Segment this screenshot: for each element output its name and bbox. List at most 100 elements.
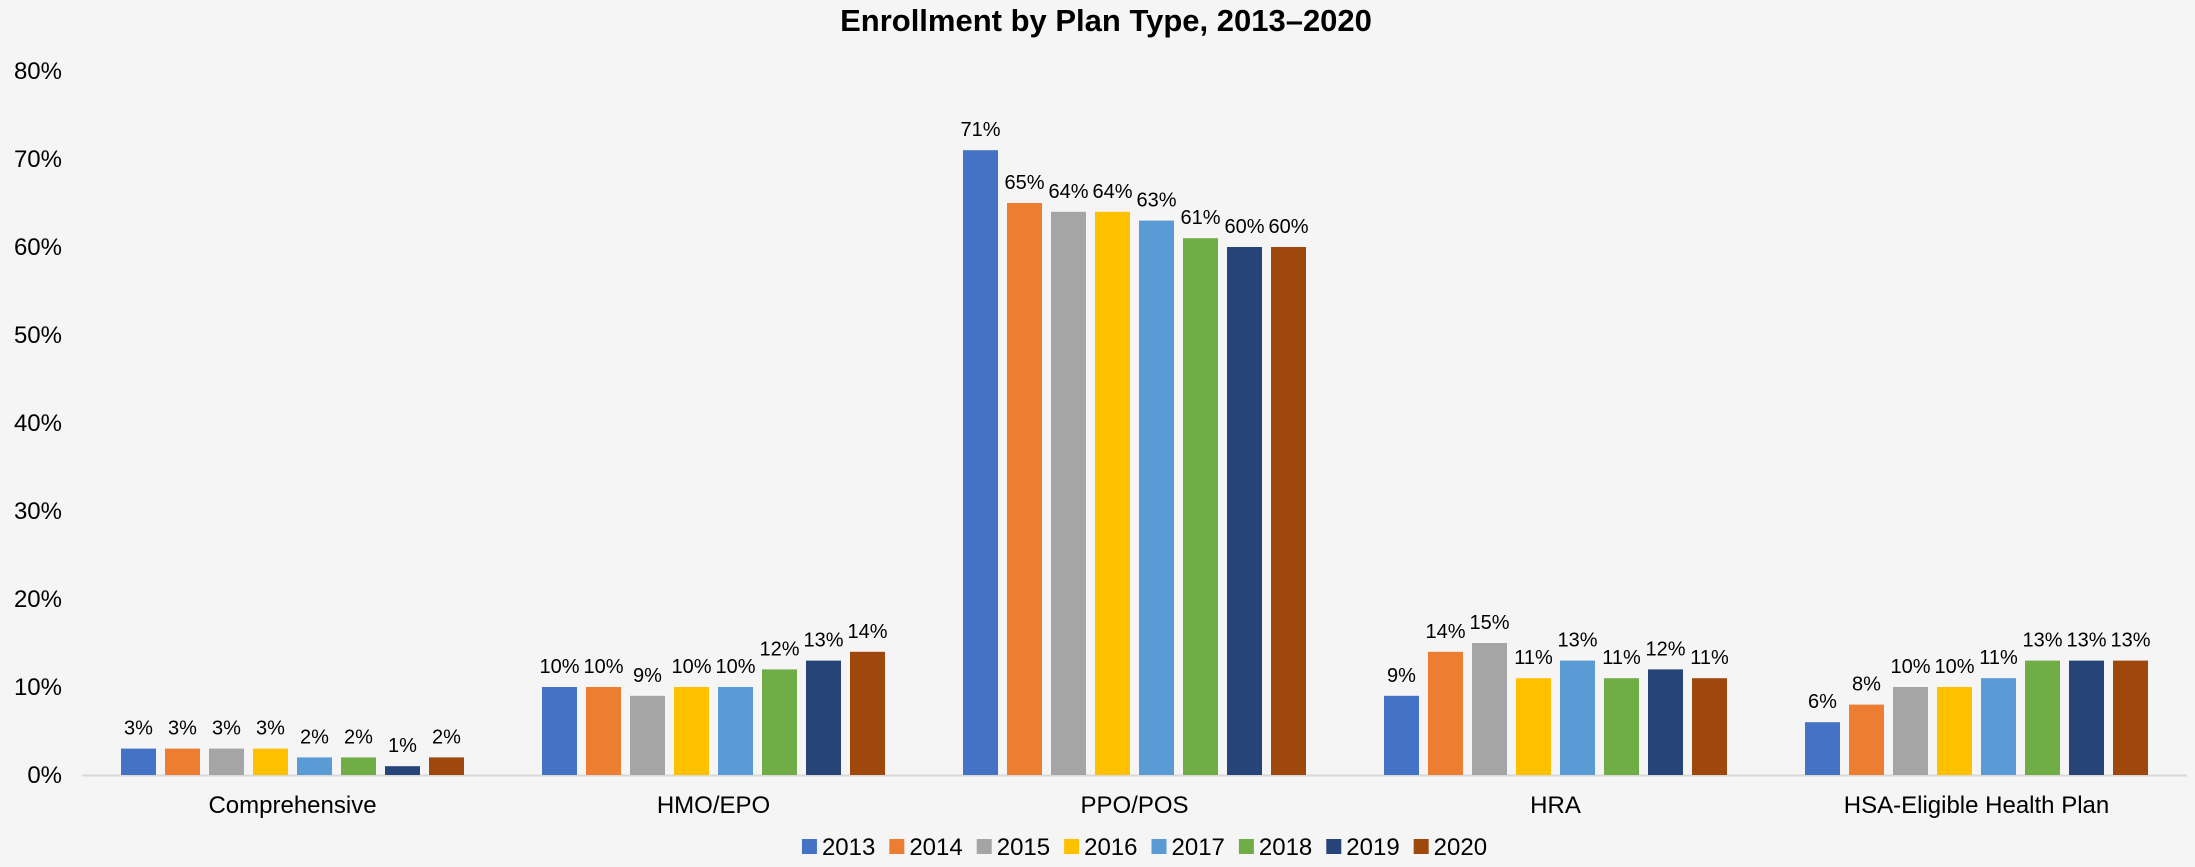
data-label: 10% — [539, 656, 579, 678]
data-label: 14% — [847, 621, 887, 643]
legend-item-2014: 2014 — [889, 834, 963, 861]
data-label: 3% — [124, 718, 153, 740]
data-label: 11% — [1690, 647, 1729, 669]
data-label: 60% — [1224, 216, 1264, 238]
y-tick-label: 70% — [14, 146, 62, 173]
bar-2018 — [341, 757, 376, 775]
legend-item-2013: 2013 — [801, 834, 875, 861]
bar-2014 — [1428, 651, 1463, 775]
data-label: 2% — [300, 726, 329, 748]
bar-2015 — [1472, 643, 1507, 775]
data-label: 10% — [1890, 656, 1930, 678]
y-tick-label: 40% — [14, 410, 62, 437]
bar-2020 — [1692, 678, 1727, 775]
data-label: 9% — [633, 665, 662, 687]
bar-2014 — [165, 748, 200, 775]
bar-2015 — [1051, 211, 1086, 776]
bar-2014 — [1849, 704, 1884, 775]
y-tick-label: 0% — [27, 762, 62, 789]
legend-label: 2014 — [909, 834, 962, 861]
data-label: 10% — [1934, 656, 1974, 678]
data-label: 12% — [1645, 638, 1685, 660]
data-label: 10% — [715, 656, 755, 678]
bar-2013 — [542, 687, 577, 775]
data-label: 63% — [1136, 190, 1176, 212]
x-tick-label: HMO/EPO — [657, 792, 770, 819]
legend-swatch — [1326, 839, 1342, 854]
data-label: 3% — [168, 718, 197, 740]
legend-label: 2018 — [1259, 834, 1312, 861]
data-label: 10% — [583, 656, 623, 678]
legend-item-2018: 2018 — [1238, 834, 1312, 861]
legend-label: 2016 — [1084, 834, 1137, 861]
bar-2018 — [762, 669, 797, 775]
data-label: 65% — [1004, 172, 1044, 194]
data-label: 13% — [1557, 630, 1597, 652]
x-axis: Comprehensive HMO/EPO PPO/POS HRA HSA-Eligib… — [208, 792, 2109, 819]
data-label: 11% — [1602, 647, 1641, 669]
legend-item-2019: 2019 — [1326, 834, 1400, 861]
data-label: 2% — [344, 726, 373, 748]
legend-item-2015: 2015 — [976, 834, 1050, 861]
bar-2017 — [1560, 660, 1595, 775]
bar-2014 — [586, 687, 621, 775]
bar-2018 — [1604, 678, 1639, 775]
x-tick-label: HSA-Eligible Health Plan — [1844, 792, 2109, 819]
bar-2019 — [2069, 660, 2104, 775]
y-tick-label: 30% — [14, 498, 62, 525]
bar-2018 — [2025, 660, 2060, 775]
legend-item-2020: 2020 — [1413, 834, 1487, 861]
legend-swatch — [1238, 839, 1254, 854]
bar-2020 — [2113, 660, 2148, 775]
bar-2016 — [1516, 678, 1551, 775]
data-label: 64% — [1092, 181, 1132, 203]
bar-2015 — [1893, 687, 1928, 775]
legend: 2013 2014 2015 2016 2017 2018 2019 2020 — [801, 834, 1487, 861]
bar-2019 — [385, 766, 420, 775]
data-label: 60% — [1268, 216, 1308, 238]
y-tick-label: 80% — [14, 58, 62, 85]
legend-swatch — [1064, 839, 1080, 854]
data-label: 1% — [388, 735, 417, 757]
legend-label: 2019 — [1346, 834, 1399, 861]
legend-label: 2015 — [997, 834, 1050, 861]
bar-2013 — [1384, 695, 1419, 775]
data-label: 13% — [803, 630, 843, 652]
bar-2017 — [718, 687, 753, 775]
data-label: 13% — [2066, 630, 2106, 652]
bar-2015 — [630, 695, 665, 775]
bar-2019 — [1227, 247, 1262, 775]
bar-2020 — [429, 757, 464, 775]
bar-2016 — [1937, 687, 1972, 775]
data-label: 61% — [1180, 207, 1220, 229]
data-label: 64% — [1048, 181, 1088, 203]
data-label: 11% — [1979, 647, 2018, 669]
bar-2016 — [253, 748, 288, 775]
data-label: 12% — [759, 638, 799, 660]
y-tick-label: 60% — [14, 234, 62, 261]
legend-swatch — [801, 839, 817, 854]
legend-swatch — [1413, 839, 1429, 854]
bar-2017 — [1981, 678, 2016, 775]
bar-2016 — [674, 687, 709, 775]
y-tick-label: 20% — [14, 586, 62, 613]
legend-swatch — [889, 839, 905, 854]
y-tick-label: 10% — [14, 674, 62, 701]
legend-swatch — [976, 839, 992, 854]
data-label: 71% — [960, 119, 1000, 141]
bar-2018 — [1183, 238, 1218, 775]
data-label: 9% — [1387, 665, 1416, 687]
bar-2019 — [1648, 669, 1683, 775]
data-label: 15% — [1469, 612, 1509, 634]
legend-label: 2020 — [1434, 834, 1487, 861]
bar-2014 — [1007, 203, 1042, 775]
x-tick-label: HRA — [1530, 792, 1581, 819]
legend-item-2017: 2017 — [1151, 834, 1225, 861]
chart-title: Enrollment by Plan Type, 2013–2020 — [840, 3, 1372, 38]
bar-2013 — [1805, 722, 1840, 775]
data-label: 10% — [671, 656, 711, 678]
bar-2015 — [209, 748, 244, 775]
bar-2017 — [1139, 220, 1174, 776]
data-label: 3% — [212, 718, 241, 740]
